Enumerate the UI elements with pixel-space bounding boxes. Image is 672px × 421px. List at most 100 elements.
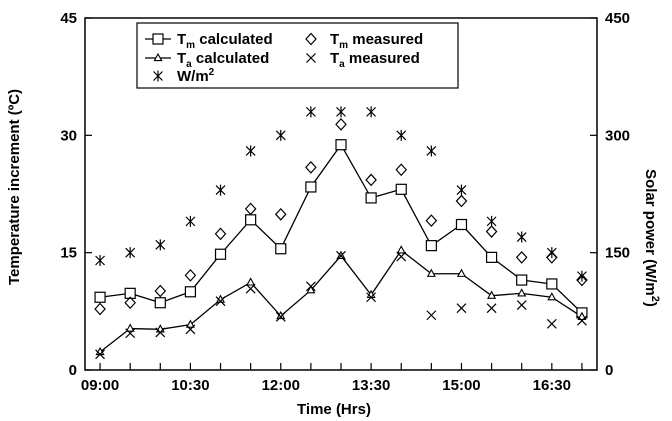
series-3-point [516, 300, 527, 311]
legend-item: Ta measured [306, 50, 420, 70]
y-left-tick-label: 15 [60, 245, 77, 262]
series-3-point [215, 296, 226, 307]
series-0-point [516, 274, 528, 286]
series-0-point [124, 287, 136, 299]
series-2-point [396, 245, 406, 254]
series-0-point [154, 297, 166, 309]
series-1-point [365, 173, 377, 187]
y-axis-right-label-main: Solar power (W/m [642, 169, 659, 296]
series-1-point [124, 296, 136, 310]
series-4-point [95, 254, 105, 266]
series-2-point [547, 292, 557, 301]
series-3-point [456, 303, 467, 314]
y-right-tick-label: 300 [605, 127, 630, 144]
series-0-point [485, 251, 498, 263]
legend-marker [153, 70, 163, 82]
legend-label-sub: a [339, 59, 345, 70]
legend-label: Tm calculated [177, 31, 273, 51]
series-3-point [245, 283, 256, 294]
legend-item: Tm calculated [145, 31, 273, 51]
series-2-point [125, 323, 135, 332]
series-line-0 [99, 143, 583, 314]
series-2-point [246, 277, 256, 286]
series-1-point [274, 207, 287, 221]
series-lines [99, 143, 583, 353]
series-1-point [335, 117, 347, 131]
series-3-point [125, 328, 136, 339]
legend-label-rest: calculated [195, 31, 273, 48]
series-2-point [306, 285, 316, 294]
legend-box [136, 22, 459, 89]
series-1-point [244, 202, 257, 216]
legend-label-main: T [330, 50, 339, 67]
series-0-point [455, 218, 468, 231]
legend-item: W/m2 [153, 67, 215, 85]
x-tick-label: 09:00 [81, 377, 119, 394]
x-tick-label: 10:30 [171, 377, 209, 394]
legend-label-main: T [177, 50, 186, 67]
series-0-point [335, 139, 347, 151]
series-3-point [366, 292, 377, 303]
y-axis-left-label: Temperature increment (ºC) [6, 89, 23, 285]
series-3-point [426, 310, 437, 321]
series-2-point [456, 268, 466, 277]
series-1-point [94, 302, 106, 316]
legend-label-sup: 2 [209, 67, 215, 78]
series-1-point [515, 250, 528, 264]
series-2-point [577, 311, 587, 320]
series-4-point [275, 129, 286, 141]
legend-label-sub: m [339, 40, 348, 51]
y-right-tick-label: 150 [605, 245, 630, 262]
x-tick-label: 16:30 [533, 377, 571, 394]
legend-label-sub: a [186, 59, 192, 70]
series-0-point [94, 291, 106, 303]
y-left-tick-label: 0 [69, 362, 77, 379]
legend-label: Ta calculated [177, 50, 269, 70]
y-right-tick-label: 0 [605, 362, 613, 379]
series-3-point [155, 327, 166, 338]
series-3-point [577, 315, 587, 326]
series-2-point [517, 288, 527, 297]
x-tick-label: 13:30 [352, 377, 390, 394]
series-1-point [184, 268, 197, 282]
series-4-point [516, 231, 527, 243]
series-0-point [214, 248, 227, 260]
series-0-point [395, 183, 407, 195]
legend-marker [305, 32, 317, 46]
legend-item: Ta calculated [145, 50, 269, 70]
series-4-point [336, 106, 346, 118]
legend-label-sub: m [186, 40, 195, 51]
legend-label-main: T [330, 31, 339, 48]
series-3-point [95, 349, 105, 360]
legend-label-main: T [177, 31, 186, 48]
series-1-point [455, 194, 468, 208]
series-4-point [577, 270, 587, 282]
y-left-tick-label: 30 [60, 127, 77, 144]
x-tick-label: 15:00 [442, 377, 480, 394]
series-1-point [305, 161, 317, 174]
series-3-point [486, 303, 497, 314]
series-0-point [275, 243, 287, 255]
series-1-point [425, 214, 438, 227]
series-4-point [366, 106, 377, 118]
legend-marker [306, 53, 316, 63]
x-tick-label: 12:00 [262, 377, 300, 394]
series-4-point [456, 184, 467, 196]
legend-label-rest: measured [345, 50, 420, 67]
series-1-point [576, 273, 588, 287]
series-markers [94, 106, 588, 360]
series-2-point [185, 319, 195, 328]
legend-label-rest: calculated [192, 50, 270, 67]
series-4-point [155, 239, 166, 251]
series-4-point [546, 247, 557, 259]
series-0-point [546, 278, 558, 290]
series-3-point [336, 250, 346, 261]
legend-label: W/m2 [177, 67, 215, 85]
legend-marker [153, 52, 163, 62]
series-4-point [185, 215, 196, 227]
series-4-point [215, 184, 226, 196]
legend-item: Tm measured [305, 31, 423, 51]
y-right-tick-label: 450 [605, 10, 630, 27]
